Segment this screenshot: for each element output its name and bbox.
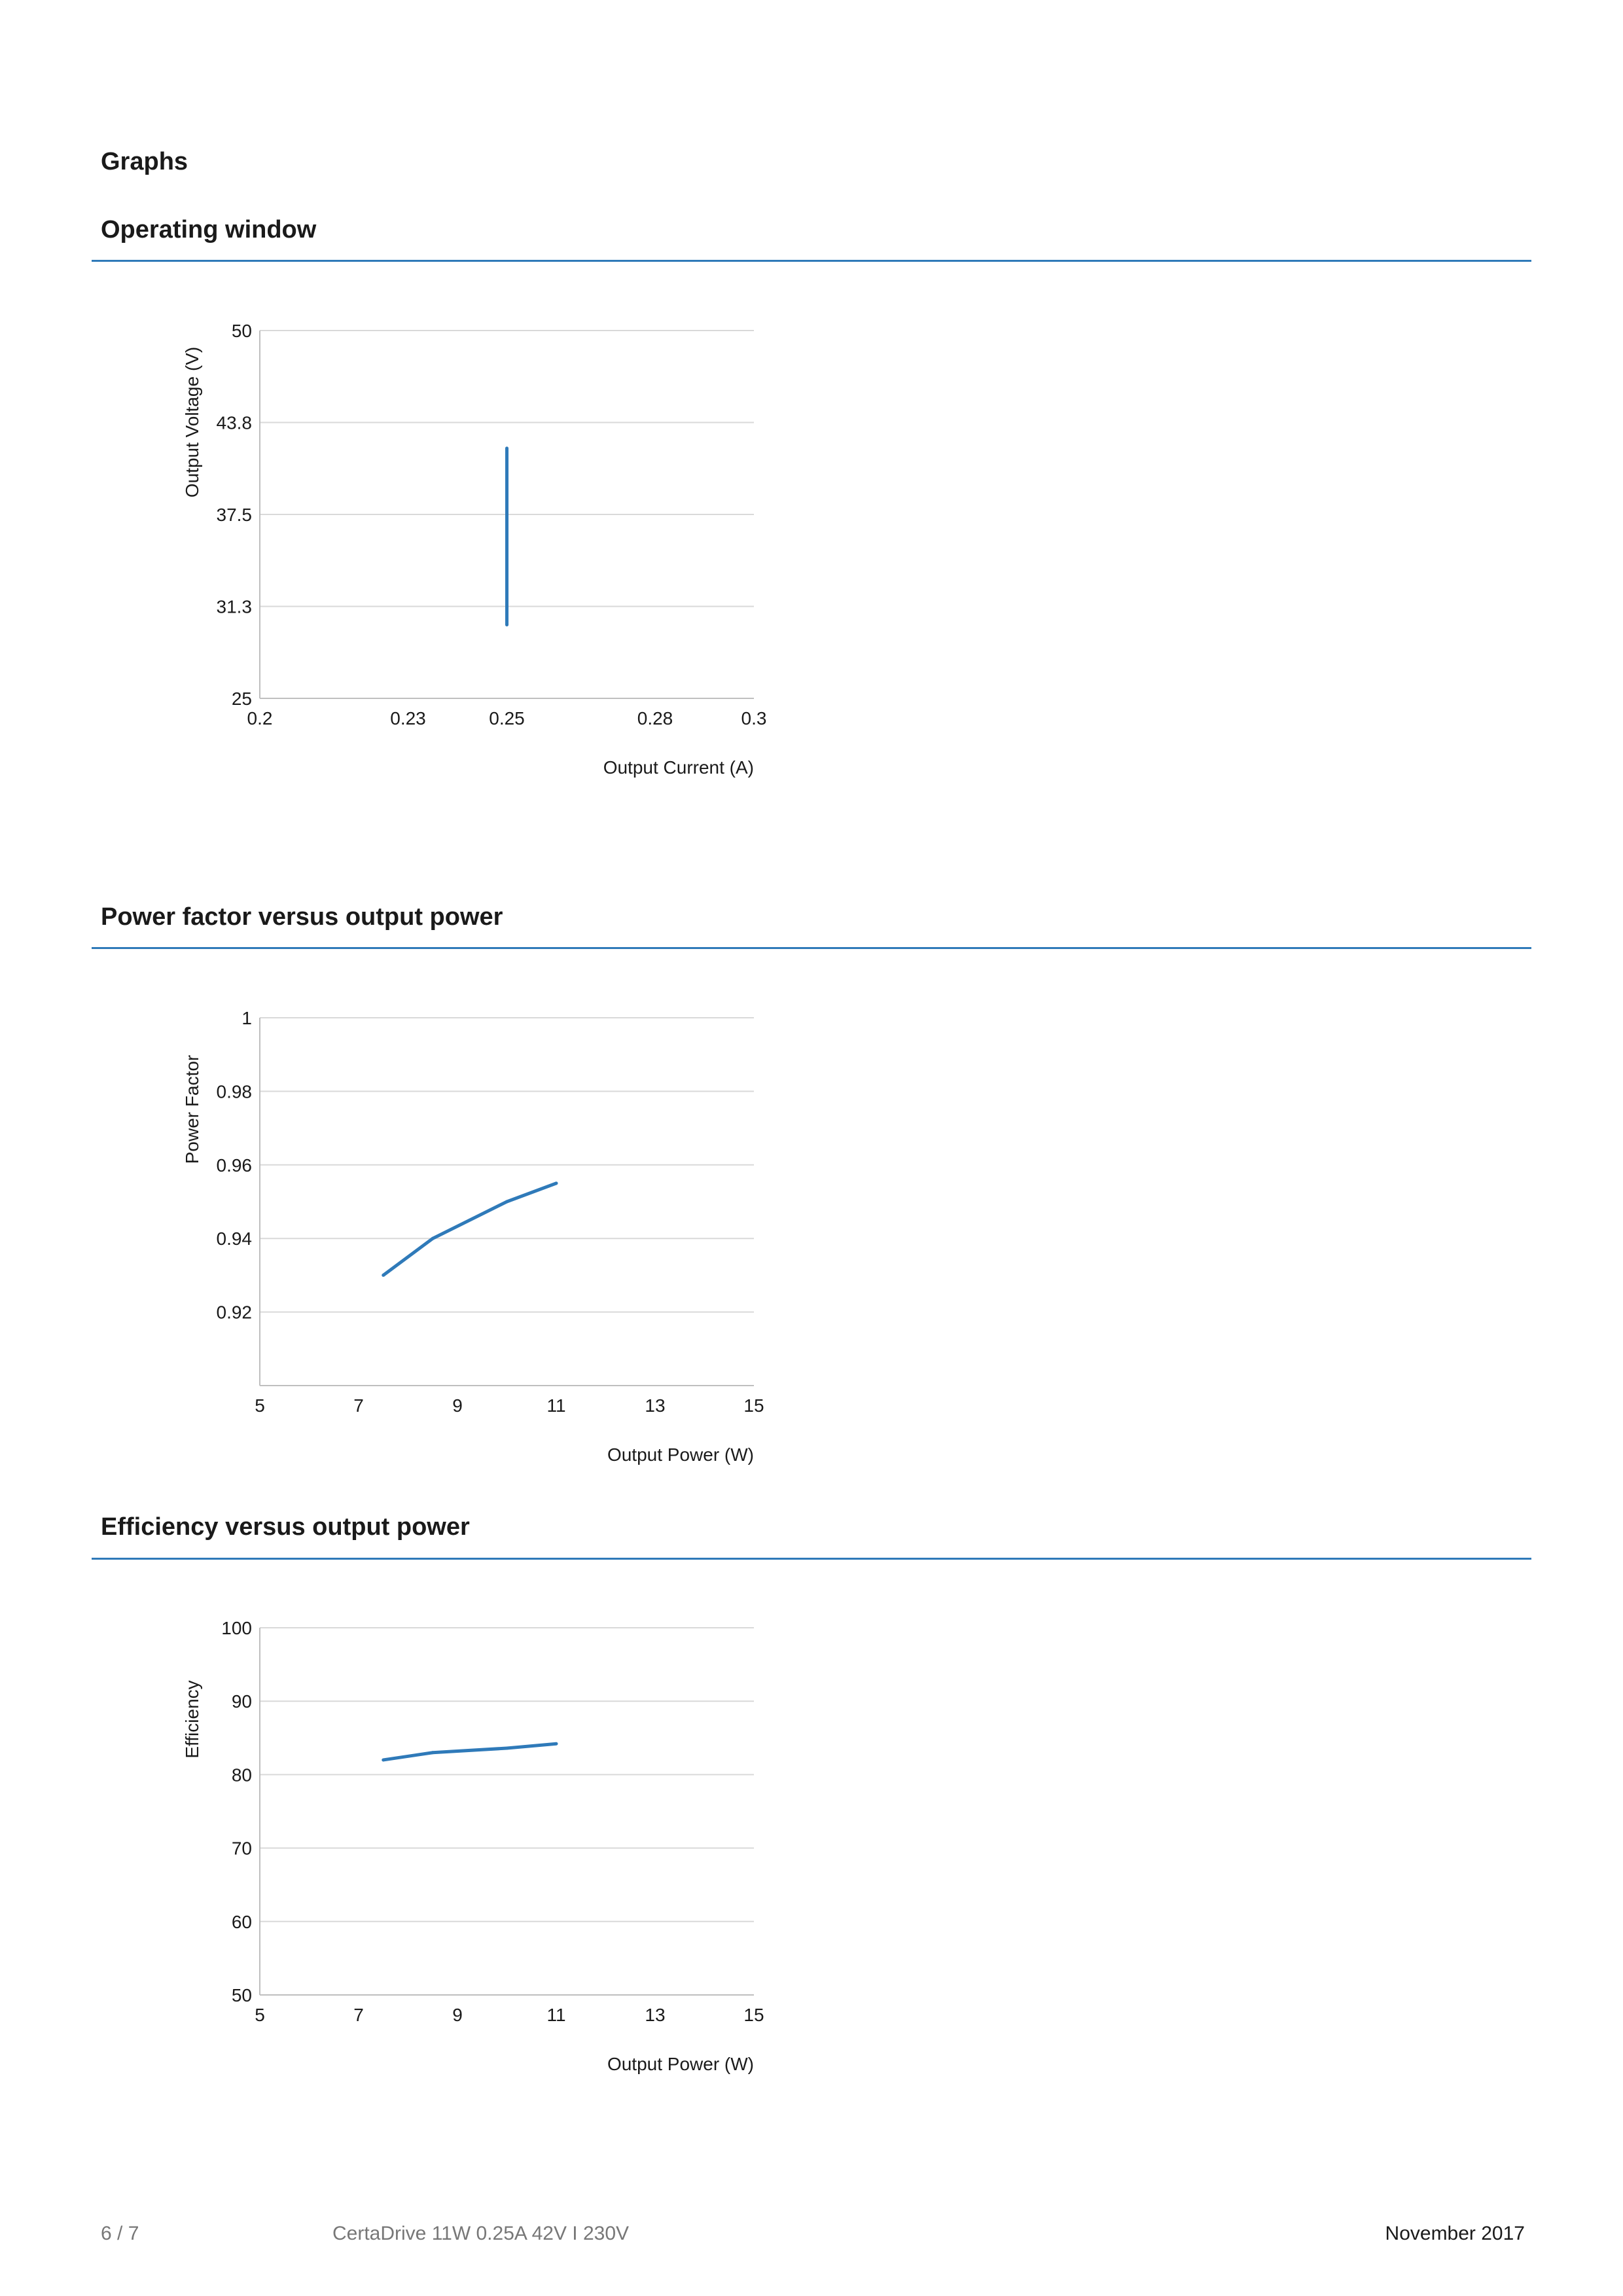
x-tick-label: 5	[255, 1395, 265, 1416]
data-point	[505, 1746, 508, 1750]
x-axis-label: Output Power (W)	[607, 1444, 754, 1465]
y-tick-label: 80	[232, 1765, 252, 1785]
y-tick-label: 0.98	[217, 1081, 253, 1102]
section-title-operating-window: Operating window	[101, 216, 317, 243]
y-tick-label: 50	[232, 321, 252, 341]
y-tick-label: 37.5	[217, 505, 253, 525]
data-point	[505, 446, 508, 450]
data-point	[554, 1742, 558, 1746]
x-tick-label: 13	[645, 2005, 665, 2025]
data-point	[554, 1181, 558, 1185]
series-line	[382, 1181, 557, 1277]
y-tick-label: 31.3	[217, 597, 253, 617]
footer-product-name: CertaDrive 11W 0.25A 42V I 230V	[332, 2223, 630, 2244]
y-tick-label: 25	[232, 689, 252, 709]
x-tick-label: 7	[353, 1395, 364, 1416]
page-heading: Graphs	[101, 148, 188, 175]
data-point	[382, 1758, 385, 1762]
x-axis-label: Output Current (A)	[603, 757, 754, 778]
footer-page-number: 6 / 7	[101, 2223, 139, 2244]
data-point	[431, 1751, 435, 1755]
y-tick-label: 100	[221, 1618, 252, 1638]
y-tick-label: 1	[241, 1008, 252, 1028]
x-tick-label: 13	[645, 1395, 665, 1416]
y-tick-label: 43.8	[217, 413, 253, 433]
efficiency-chart: 50 60 70 80 90 100 5 7 9 11 13 15 Output Power (W) Ef…	[182, 1618, 764, 2074]
x-tick-label: 9	[452, 2005, 463, 2025]
data-point	[382, 1273, 385, 1277]
x-tick-label: 11	[546, 2005, 565, 2025]
section-divider	[92, 1558, 1531, 1560]
y-tick-label: 60	[232, 1912, 252, 1932]
y-tick-label: 50	[232, 1985, 252, 2005]
data-point	[431, 1236, 435, 1240]
x-tick-label: 11	[546, 1395, 565, 1416]
y-axis-label: Power Factor	[182, 1055, 202, 1164]
section-title-power-factor: Power factor versus output power	[101, 903, 503, 931]
series-line	[383, 1742, 557, 1762]
x-tick-label: 15	[743, 2005, 764, 2025]
x-tick-label: 15	[743, 1395, 764, 1416]
x-tick-label: 5	[255, 2005, 265, 2025]
data-point	[505, 623, 508, 627]
x-tick-label: 0.28	[637, 708, 673, 728]
x-axis-label: Output Power (W)	[607, 2054, 754, 2074]
x-tick-label: 0.25	[489, 708, 525, 728]
y-tick-label: 0.96	[217, 1155, 253, 1175]
operating-window-chart: 25 31.3 37.5 43.8 50 0.2 0.23 0.25 0.28 0.3 Output…	[182, 321, 767, 778]
section-title-efficiency: Efficiency versus output power	[101, 1513, 470, 1541]
x-tick-label: 7	[353, 2005, 364, 2025]
y-axis-label: Efficiency	[182, 1680, 202, 1758]
y-tick-label: 0.92	[217, 1302, 253, 1323]
section-divider	[92, 260, 1531, 262]
x-tick-label: 0.3	[741, 708, 767, 728]
y-tick-label: 90	[232, 1691, 252, 1712]
data-point	[505, 1200, 508, 1204]
y-tick-label: 70	[232, 1839, 252, 1859]
x-tick-label: 0.2	[247, 708, 273, 728]
y-axis-label: Output Voltage (V)	[182, 347, 202, 497]
footer-date: November 2017	[1385, 2223, 1525, 2244]
x-tick-label: 9	[452, 1395, 463, 1416]
x-tick-label: 0.23	[390, 708, 426, 728]
section-divider	[92, 947, 1531, 949]
y-tick-label: 0.94	[217, 1229, 253, 1249]
